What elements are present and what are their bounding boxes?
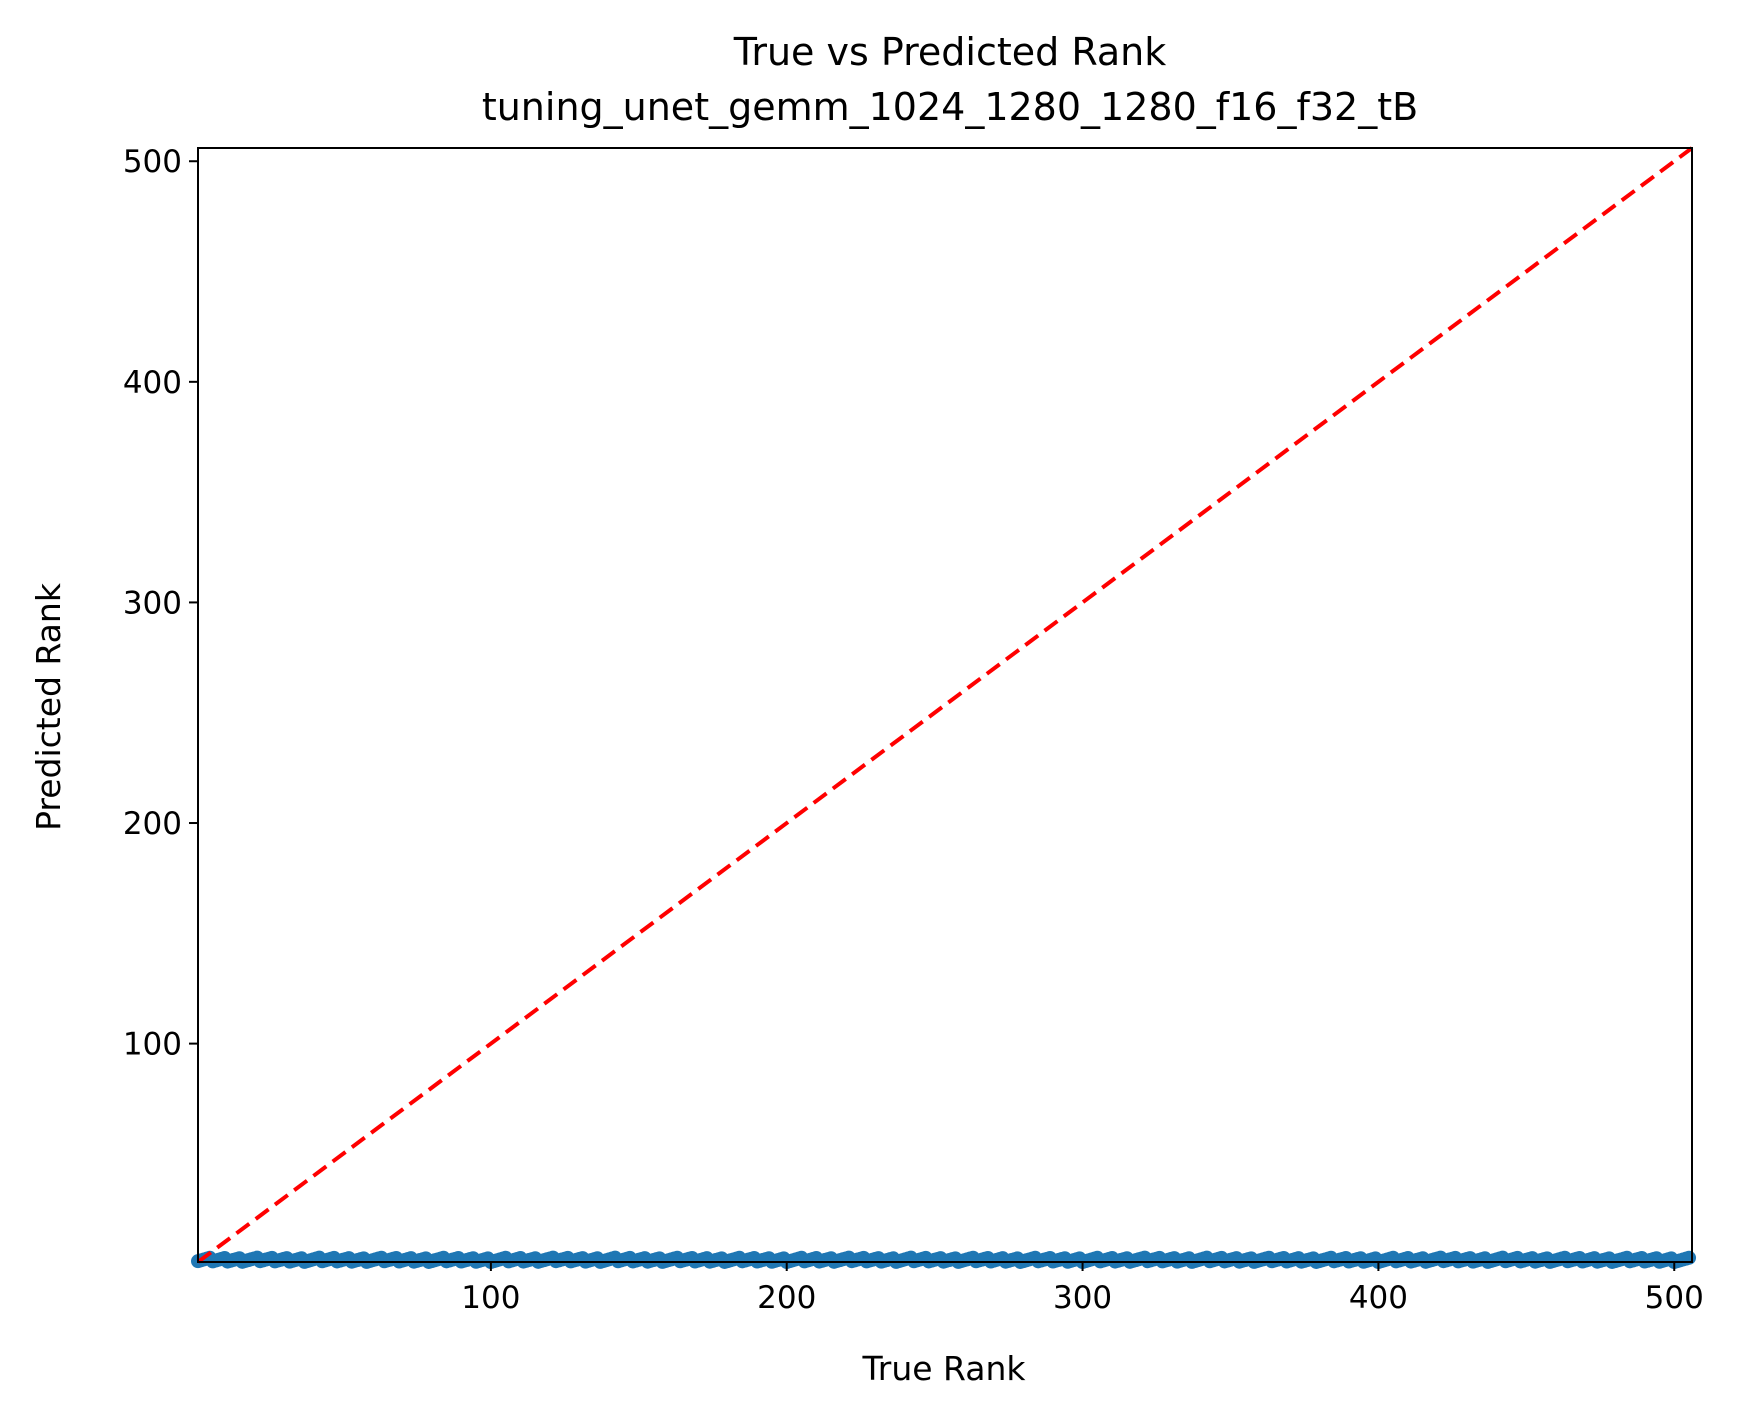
- axes-frame: [197, 147, 1693, 1263]
- x-tick-label: 400: [1349, 1280, 1408, 1316]
- y-axis-label: Predicted Rank: [29, 582, 68, 831]
- chart-subtitle: tuning_unet_gemm_1024_1280_1280_f16_f32_…: [482, 85, 1418, 129]
- y-tick-label: 500: [123, 144, 182, 180]
- y-tick-label: 300: [123, 585, 182, 621]
- x-tick-label: 300: [1053, 1280, 1112, 1316]
- x-axis-ticks: 100 200 300 400 500: [461, 1262, 1704, 1316]
- y-tick-label: 400: [123, 365, 182, 401]
- x-tick-label: 100: [461, 1280, 520, 1316]
- plot-area: [191, 146, 1697, 1269]
- y-tick-label: 200: [123, 806, 182, 842]
- y-axis-ticks: 100 200 300 400 500: [123, 144, 198, 1063]
- x-tick-label: 500: [1645, 1280, 1704, 1316]
- y-tick-label: 100: [123, 1027, 182, 1063]
- chart-title: True vs Predicted Rank: [733, 30, 1167, 74]
- x-tick-label: 200: [757, 1280, 816, 1316]
- x-axis-label: True Rank: [861, 1349, 1026, 1388]
